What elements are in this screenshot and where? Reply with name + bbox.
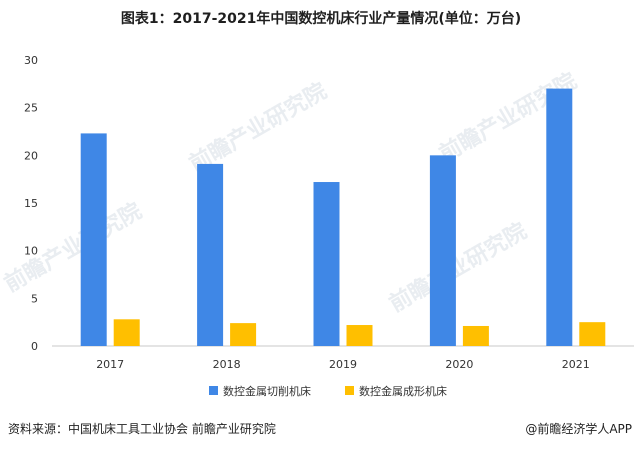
bar-forming-2017 — [113, 319, 140, 346]
x-axis-labels: 2017 2018 2019 2020 2021 — [96, 358, 590, 371]
bar-cutting-2018 — [197, 163, 224, 346]
bar-cutting-2020 — [429, 155, 456, 346]
bar-cutting-2019 — [313, 182, 340, 346]
y-axis: 0 5 10 15 20 25 30 — [24, 54, 38, 353]
x-tick-label: 2017 — [96, 358, 124, 371]
bar-forming-2020 — [462, 325, 489, 346]
legend-swatch — [345, 386, 354, 395]
bars-group — [80, 88, 606, 346]
y-tick-label: 0 — [31, 340, 38, 353]
y-tick-label: 15 — [24, 197, 38, 210]
chart-title: 图表1：2017-2021年中国数控机床行业产量情况(单位：万台) — [120, 11, 522, 27]
y-tick-label: 20 — [24, 149, 38, 162]
legend-label: 数控金属成形机床 — [359, 384, 447, 398]
x-tick-label: 2021 — [562, 358, 590, 371]
y-tick-label: 25 — [24, 102, 38, 115]
legend-swatch — [209, 386, 218, 395]
y-tick-label: 10 — [24, 245, 38, 258]
legend: 数控金属切削机床 数控金属成形机床 — [209, 384, 447, 398]
bar-forming-2019 — [346, 325, 373, 346]
credit-note: @前瞻经济学人APP — [525, 422, 632, 436]
x-tick-label: 2018 — [213, 358, 241, 371]
y-tick-label: 5 — [31, 292, 38, 305]
bar-forming-2018 — [230, 323, 257, 346]
x-tick-label: 2019 — [329, 358, 357, 371]
source-note: 资料来源：中国机床工具工业协会 前瞻产业研究院 — [8, 422, 276, 436]
bar-cutting-2017 — [80, 133, 107, 346]
x-tick-label: 2020 — [445, 358, 473, 371]
bar-cutting-2021 — [546, 88, 573, 346]
legend-label: 数控金属切削机床 — [223, 384, 311, 398]
bar-forming-2021 — [579, 322, 606, 346]
y-tick-label: 30 — [24, 54, 38, 67]
